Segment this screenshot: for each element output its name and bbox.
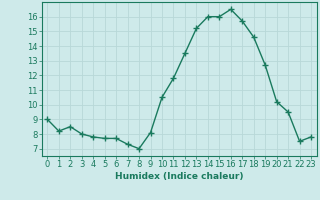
X-axis label: Humidex (Indice chaleur): Humidex (Indice chaleur): [115, 172, 244, 181]
